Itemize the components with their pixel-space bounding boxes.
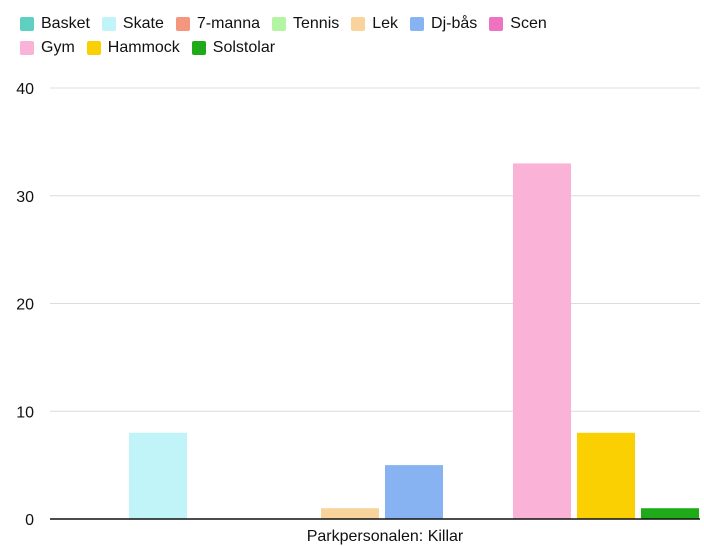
legend-item: Basket [20,15,90,33]
legend-label: Hammock [107,39,180,56]
legend-label: Lek [372,15,399,32]
y-tick-label: 10 [16,404,34,421]
y-tick-label: 20 [16,297,34,314]
legend-label: Tennis [293,15,340,32]
x-category-label: Parkpersonalen: Killar [307,528,464,545]
legend-item: Scen [489,15,547,33]
legend-swatch [351,17,366,31]
bars [129,163,699,520]
legend-swatch [272,17,286,31]
legend-item: Tennis [272,15,339,33]
bar-gym [513,163,571,520]
legend-swatch [489,17,504,31]
legend-label: 7-manna [196,15,260,32]
bar-skate [129,432,187,519]
gridlines [50,87,700,412]
legend-label: Basket [41,15,90,32]
legend-item: Lek [351,15,398,33]
legend-swatch [175,17,190,31]
legend-item: Solstolar [191,39,276,57]
legend-label: Dj-bås [431,15,478,32]
legend-item: Skate [101,15,164,33]
legend-item: Hammock [86,39,180,57]
legend-swatch [86,41,101,55]
bar-hammock [577,432,635,519]
legend-item: Dj-bås [410,15,477,33]
legend-swatch [20,41,34,55]
legend-label: Scen [510,15,547,32]
legend: Basket Skate 7-manna Tennis Lek Dj-bås Scen Gym… [20,12,700,60]
y-tick-label: 30 [16,189,34,206]
y-tick-label: 40 [16,81,34,98]
legend-label: Solstolar [212,39,276,56]
legend-row: Gym Hammock Solstolar [20,36,700,60]
legend-label: Gym [41,39,75,56]
bar-solstolar [641,508,699,519]
legend-swatch [410,17,425,31]
legend-label: Skate [122,15,164,32]
y-tick-label: 0 [25,512,34,529]
legend-item: Gym [20,39,75,57]
bar-dj-b-s [385,465,443,519]
legend-item: 7-manna [175,15,260,33]
legend-swatch [101,17,116,31]
legend-swatch [20,17,34,31]
legend-swatch [191,41,206,55]
bar-lek [321,508,379,519]
y-axis: 0 10 20 30 40 [16,81,34,529]
legend-row: Basket Skate 7-manna Tennis Lek Dj-bås Scen [20,12,700,36]
